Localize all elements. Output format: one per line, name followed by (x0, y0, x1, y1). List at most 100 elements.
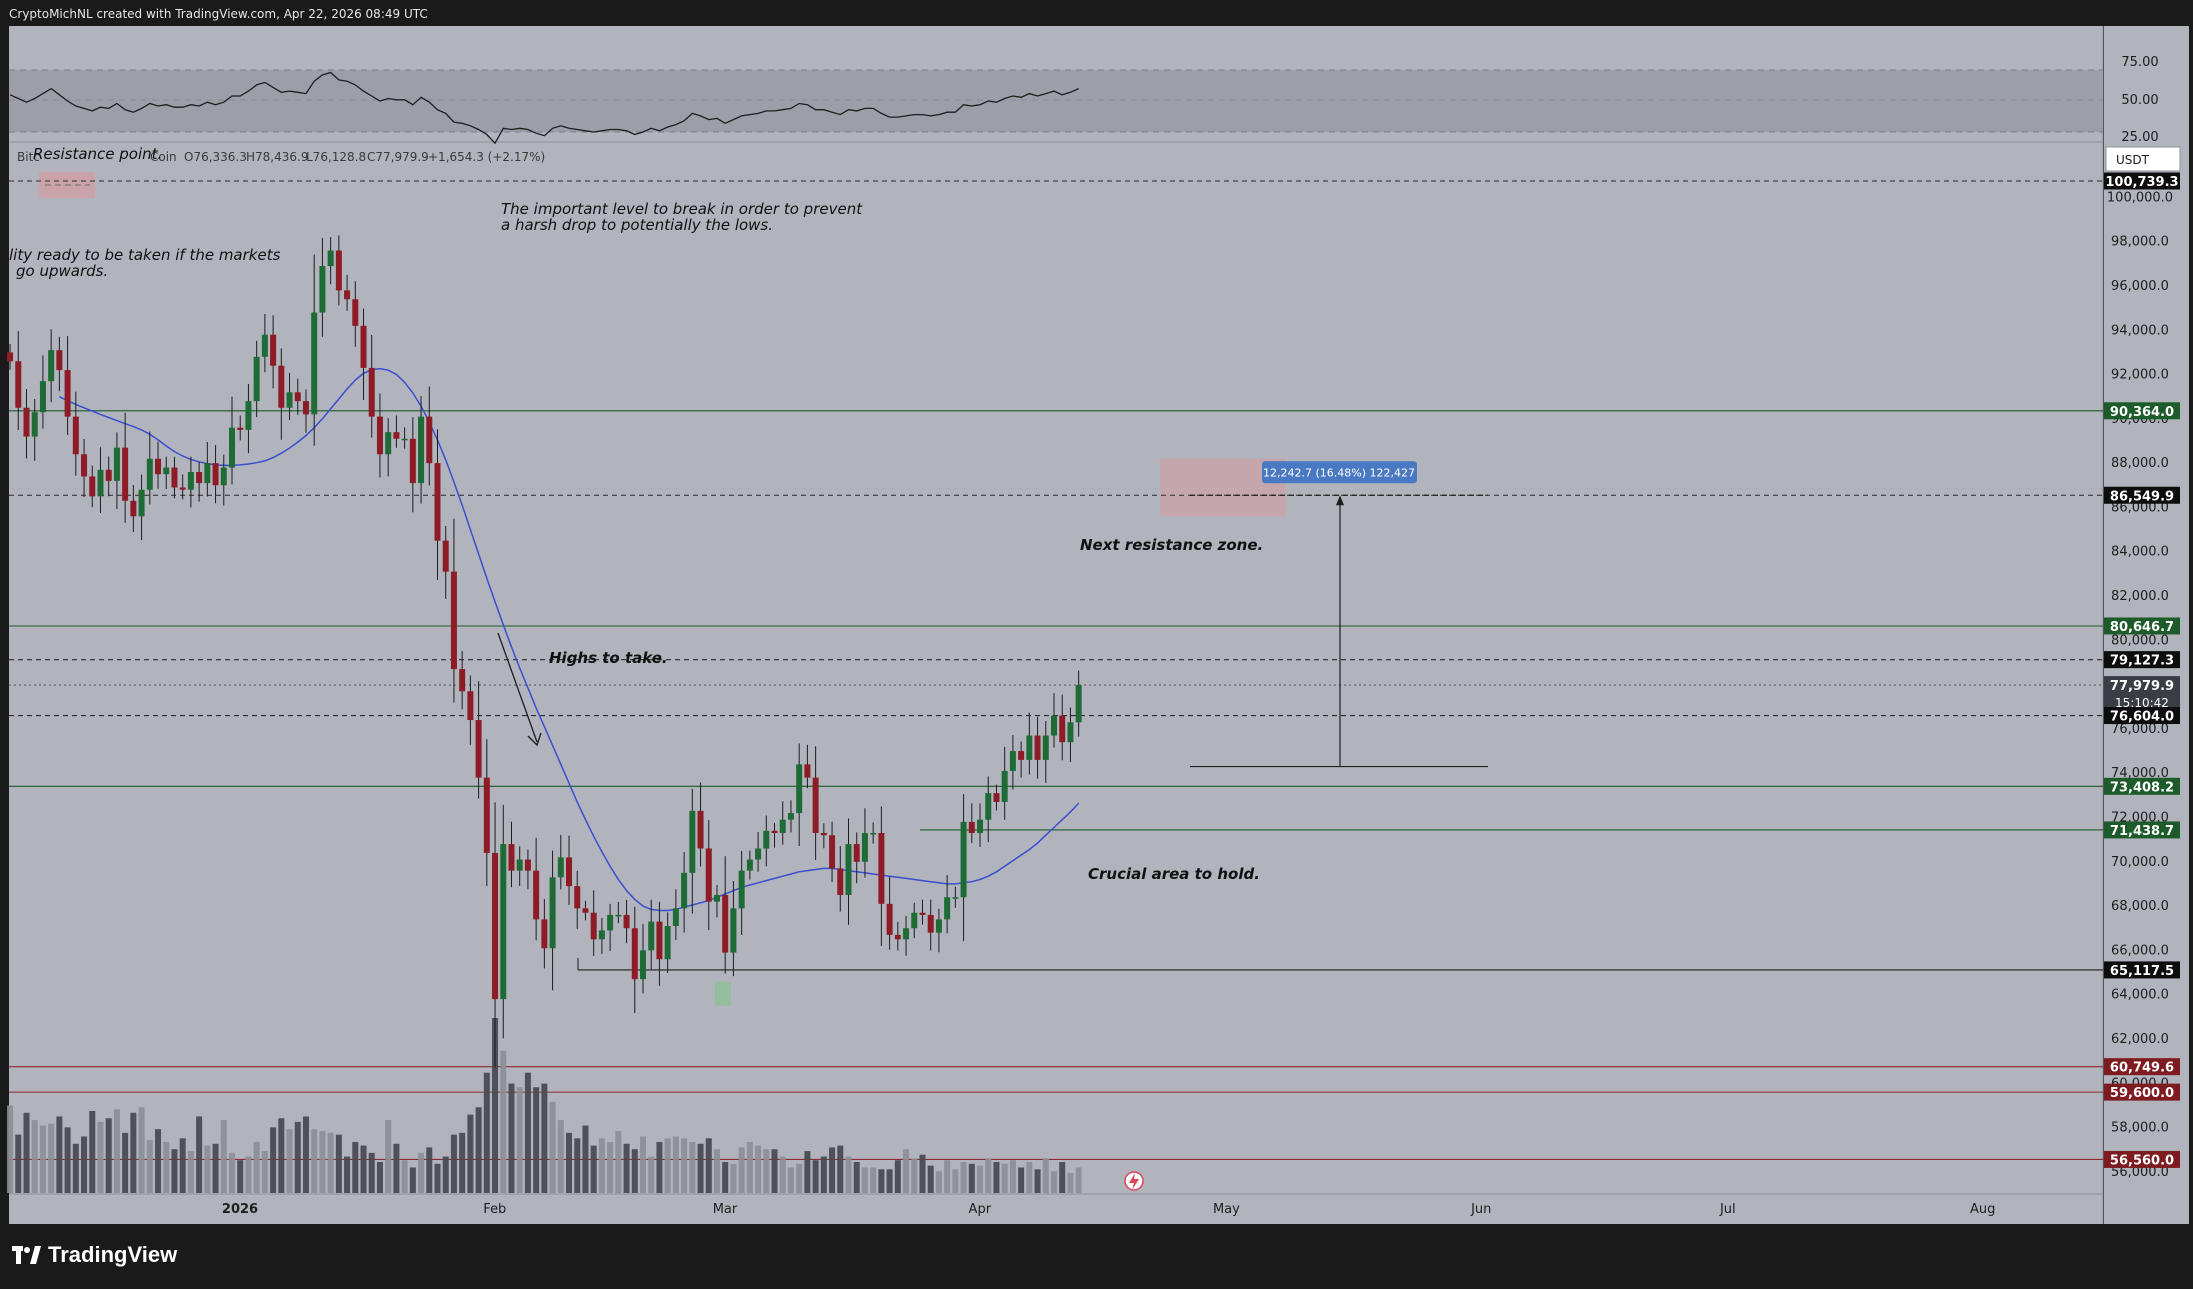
candle-down (196, 471, 203, 484)
candle-down (508, 844, 515, 871)
candle-down (7, 352, 14, 362)
candle-up (1067, 722, 1074, 743)
volume-bar (245, 1156, 252, 1193)
candle-down (878, 832, 885, 904)
candle-down (212, 463, 219, 486)
volume-bar (566, 1132, 573, 1193)
candle-up (985, 793, 992, 820)
candle-up (977, 819, 984, 833)
volume-bar (385, 1120, 392, 1193)
legend-low: L76,128.8 (306, 150, 366, 164)
volume-bar (212, 1143, 219, 1193)
volume-bar (911, 1158, 918, 1193)
volume-bar (163, 1141, 170, 1193)
volume-bar (179, 1138, 186, 1193)
time-axis-label: Mar (713, 1202, 738, 1217)
volume-bar (968, 1163, 975, 1193)
candle-down (820, 832, 827, 836)
volume-bar (23, 1112, 30, 1193)
price-axis-tick: 64,000.0 (2111, 988, 2169, 1003)
volume-bar (746, 1141, 753, 1193)
volume-bar (820, 1156, 827, 1193)
volume-bar (648, 1156, 655, 1193)
time-axis-label: Apr (969, 1202, 992, 1217)
volume-bar (434, 1163, 441, 1193)
legend-exchange: Coin (150, 150, 177, 164)
candle-up (401, 438, 408, 441)
candle-up (648, 921, 655, 951)
price-tag-label: 56,560.0 (2110, 1153, 2174, 1168)
candle-down (1034, 735, 1041, 760)
price-tag-green (2104, 777, 2180, 795)
annotation-crucial: Crucial area to hold. (1088, 865, 1260, 883)
candle-up (935, 919, 942, 933)
candle-up (746, 859, 753, 871)
candle-down (804, 764, 811, 778)
volume-bar (607, 1141, 614, 1193)
volume-bar (122, 1132, 129, 1193)
tradingview-logo[interactable]: TradingView (12, 1240, 177, 1270)
candle-down (467, 691, 474, 721)
volume-bar (278, 1118, 285, 1193)
candle-down (524, 859, 531, 871)
candle-up (286, 392, 293, 408)
volume-bar (574, 1138, 581, 1193)
volume-bar (993, 1162, 1000, 1193)
rsi-tick-75: 75.00 (2121, 55, 2158, 70)
candle-down (237, 427, 244, 430)
measure-label: 12,242.7 (16.48%) 122,427 (1263, 466, 1415, 479)
volume-bar (1034, 1169, 1041, 1193)
volume-bar (681, 1138, 688, 1193)
volume-bar (72, 1143, 79, 1193)
volume-bar (56, 1116, 63, 1193)
price-axis-tick: 80,000.0 (2111, 633, 2169, 648)
candle-up (689, 810, 696, 873)
price-axis-tick: 76,000.0 (2111, 722, 2169, 737)
candle-up (615, 914, 622, 917)
volume-bar (319, 1131, 326, 1193)
candle-up (327, 250, 334, 267)
measure-label-box[interactable] (1262, 461, 1417, 484)
price-tag-current (2104, 676, 2180, 713)
volume-bar (919, 1154, 926, 1193)
volume-bar (656, 1141, 663, 1193)
volume-bar (927, 1165, 934, 1193)
volume-bar (220, 1120, 227, 1193)
volume-bar (861, 1167, 868, 1193)
alert-lightning-icon[interactable] (1124, 1171, 1144, 1191)
annotation-important-level-line2: a harsh drop to potentially the lows. (501, 216, 773, 234)
price-tag-countdown: 15:10:42 (2115, 696, 2169, 710)
measure-tool[interactable]: 12,242.7 (16.48%) 122,427 (1190, 461, 1488, 768)
rsi-tick-25: 25.00 (2121, 130, 2158, 145)
volume-bar (664, 1138, 671, 1193)
candle-down (376, 416, 383, 455)
candle-up (903, 928, 910, 940)
volume-bar (557, 1120, 564, 1193)
volume-bar (598, 1138, 605, 1193)
candle-down (582, 908, 589, 913)
symbol-legend[interactable]: Bitc Coin O76,336.3 H78,436.9 L76,128.8 … (17, 150, 545, 164)
candle-down (335, 250, 342, 291)
volume-bar (418, 1152, 425, 1193)
volume-bar (1026, 1162, 1033, 1193)
volume-bar (935, 1171, 942, 1193)
candle-down (278, 365, 285, 408)
volume-bar (524, 1072, 531, 1193)
candle-up (911, 912, 918, 929)
volume-bar (1075, 1167, 1082, 1193)
volume-bar (730, 1163, 737, 1193)
candle-down (442, 540, 449, 572)
volume-bar (311, 1129, 318, 1193)
volume-bar (738, 1147, 745, 1193)
currency-badge[interactable] (2105, 146, 2181, 172)
candle-down (533, 870, 540, 920)
volume-bar (204, 1145, 211, 1193)
volume-bar (500, 1050, 507, 1193)
volume-bar (640, 1136, 646, 1193)
price-axis-tick: 86,000.0 (2111, 500, 2169, 515)
volume-bar (960, 1162, 967, 1193)
candle-down (302, 401, 309, 415)
candle-up (1075, 685, 1082, 723)
price-tag-red (2104, 1058, 2180, 1076)
